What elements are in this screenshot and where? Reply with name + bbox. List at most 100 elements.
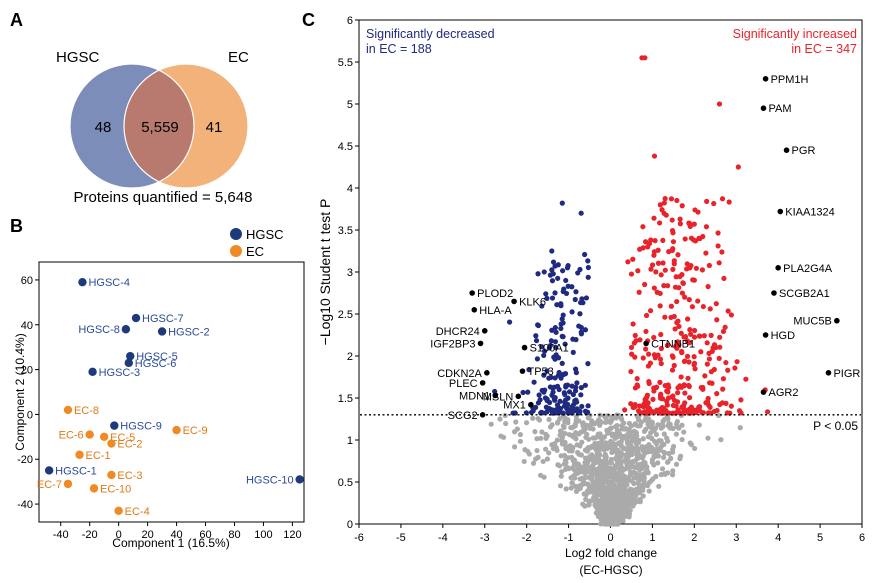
volcano-point-ns [629,438,636,444]
pca-x-tick-label: 40 [170,529,182,541]
volcano-point-ns [619,468,625,474]
volcano-labeled-point [469,290,475,296]
volcano-point-decreased [585,264,591,271]
pca-point [44,466,54,475]
volcano-point-ns [620,445,626,451]
legend-hgsc-marker [230,228,242,240]
volcano-point-increased [669,217,675,223]
volcano-point-decreased [558,301,564,307]
volcano-point-ns [534,447,540,454]
volcano-point-ns [599,465,605,472]
volcano-point-decreased [573,366,579,372]
volcano-point-cloud [488,55,771,527]
volcano-point-increased [636,409,643,415]
volcano-point-increased [658,331,664,338]
volcano-point-decreased [560,334,566,340]
volcano-x-tick-label: 2 [691,532,697,544]
pca-x-tick-label: 60 [199,529,211,541]
volcano-point-ns [557,483,564,489]
volcano-point-ns [637,496,643,502]
volcano-point-increased [673,403,679,409]
volcano-point-ns [612,463,618,469]
volcano-point-ns [541,474,547,480]
volcano-point-ns [623,433,629,439]
volcano-point-ns [566,431,572,438]
volcano-point-increased [690,277,696,283]
volcano-point-decreased [566,389,573,395]
volcano-point-ns [648,435,655,441]
pca-point [85,430,94,439]
volcano-point-increased [711,200,717,207]
volcano-point-ns [534,436,540,442]
volcano-point-ns [585,458,591,464]
volcano-point-decreased [582,251,588,258]
volcano-labeled-point [528,401,534,408]
volcano-point-ns [666,451,672,457]
volcano-point-label: PLA2G4A [783,263,833,275]
volcano-point-decreased [550,259,557,265]
volcano-point-ns [610,472,616,478]
volcano-point-decreased [562,391,568,397]
volcano-point-ns [658,425,664,431]
pca-point-label: EC-7 [37,479,62,491]
volcano-x-tick-label: -5 [396,532,406,544]
volcano-point-ns [679,436,685,443]
volcano-point-increased [658,272,664,278]
volcano-point-increased [659,405,665,411]
volcano-point-decreased [572,296,578,303]
volcano-point-ns [705,435,711,441]
volcano-point-decreased [569,309,575,315]
volcano-point-label: KIAA1324 [785,207,835,219]
volcano-labeled-point [762,332,769,338]
volcano-point-label: TP53 [527,366,553,378]
volcano-point-ns [539,429,545,435]
volcano-point-increased [696,333,702,339]
volcano-point-decreased [576,323,582,329]
volcano-point-ns [662,416,668,422]
volcano-point-ns [641,481,647,488]
increased-annotation-line1: Significantly increased [733,27,857,41]
pca-x-tick-label: -40 [53,529,69,541]
volcano-point-increased [651,285,657,291]
volcano-point-ns [638,419,644,426]
volcano-point-ns [614,453,620,459]
volcano-point-decreased [552,339,559,345]
volcano-point-increased [686,382,692,389]
pca-y-tick-label: 40 [21,320,33,332]
volcano-point-decreased [556,369,562,376]
pca-y-tick-label: 60 [21,275,33,287]
volcano-point-ns [513,419,519,425]
volcano-point-increased [645,404,651,411]
volcano-point-increased [691,354,697,360]
volcano-point-ns [615,458,621,464]
volcano-point-ns [590,435,596,441]
volcano-point-increased [657,395,664,401]
pca-point-label: HGSC-9 [120,421,162,433]
volcano-point-increased [643,312,650,319]
volcano-point-increased [684,261,690,267]
volcano-point-increased [628,401,634,407]
volcano-point-decreased [553,406,560,413]
volcano-point-increased [647,308,654,314]
volcano-point-ns [517,438,523,444]
pca-point [131,313,141,323]
volcano-labeled-point [760,105,767,111]
volcano-point-increased [648,266,654,272]
volcano-point-decreased [553,344,559,350]
volcano-point-increased [703,400,709,406]
pca-point [114,506,123,515]
volcano-labeled-point [484,370,490,376]
volcano-point-increased [677,216,683,222]
volcano-point-increased [665,342,671,348]
volcano-labeled-point [515,393,522,400]
volcano-point-decreased [578,331,585,337]
volcano-point-decreased [535,271,541,277]
volcano-point-increased [707,380,713,386]
panel-a-letter: A [10,10,23,30]
volcano-point-increased [681,358,688,364]
volcano-point-ns [612,424,619,430]
volcano-point-decreased [570,349,576,355]
pca-point-label: HGSC-5 [136,351,178,363]
pca-point-label: HGSC-7 [142,313,184,325]
volcano-point-increased [681,382,687,388]
